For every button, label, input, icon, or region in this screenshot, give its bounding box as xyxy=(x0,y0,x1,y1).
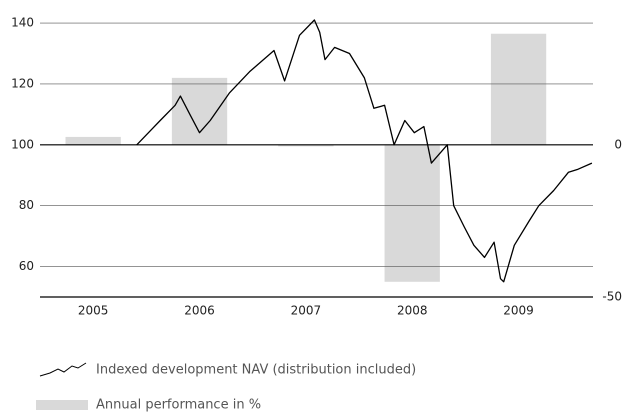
x-tick-label: 2008 xyxy=(397,304,428,318)
legend-swatch xyxy=(36,400,88,410)
x-tick-label: 2005 xyxy=(78,304,109,318)
y-tick-label: 120 xyxy=(11,76,34,90)
bar xyxy=(65,136,121,145)
nav-line xyxy=(136,19,593,283)
legend-label: Annual performance in % xyxy=(96,398,261,413)
x-tick-label: 2006 xyxy=(184,304,215,318)
legend-label: Indexed development NAV (distribution in… xyxy=(96,363,416,378)
bar xyxy=(490,33,547,145)
y-tick-label: 60 xyxy=(19,259,34,273)
x-tick-label: 2007 xyxy=(291,304,322,318)
y-tick-label: 100 xyxy=(11,137,34,151)
bar xyxy=(171,77,228,145)
y-tick-label: 80 xyxy=(19,198,34,212)
x-tick-label: 2009 xyxy=(503,304,534,318)
bar xyxy=(384,144,440,282)
y-tick-label: 140 xyxy=(11,16,34,30)
legend-line xyxy=(39,362,87,377)
y2-tick-label: -50 xyxy=(602,290,622,304)
y2-tick-label: 0 xyxy=(614,137,622,151)
bar xyxy=(278,144,334,147)
